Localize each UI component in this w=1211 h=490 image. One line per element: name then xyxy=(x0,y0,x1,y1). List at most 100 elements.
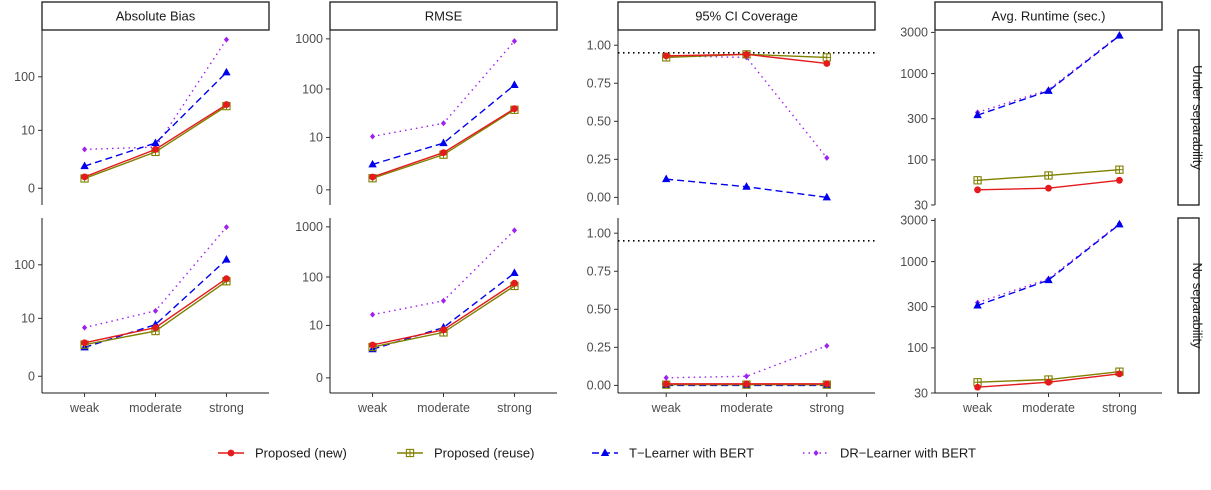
y-tick-label: 1000 xyxy=(900,255,928,269)
facet-strip-row xyxy=(1177,217,1200,394)
y-tick-label: 0.00 xyxy=(587,379,611,393)
series-line xyxy=(666,55,828,159)
data-point xyxy=(369,341,376,349)
facet-strip-column-label: Avg. Runtime (sec.) xyxy=(992,9,1106,24)
data-point xyxy=(369,133,376,140)
legend-key-marker xyxy=(405,448,415,458)
data-point xyxy=(440,149,447,156)
panel: 0.00 0.25 0.50 0.75 1.00 weak moderate strong xyxy=(587,218,875,415)
legend-entry-label: DR−Learner with BERT xyxy=(840,446,976,461)
x-tick-label: strong xyxy=(809,401,844,415)
data-point xyxy=(81,324,88,331)
data-point xyxy=(743,50,750,58)
facet-strip-column xyxy=(934,1,1163,31)
data-point xyxy=(440,326,447,334)
y-tick-label: 10 xyxy=(309,131,323,145)
y-tick-label: 0.75 xyxy=(587,77,611,91)
data-point xyxy=(662,52,670,60)
data-point xyxy=(1116,370,1123,378)
data-point xyxy=(440,120,447,127)
facet-strip-row-label: No separability xyxy=(1190,263,1205,349)
y-tick-label: 0.00 xyxy=(587,191,611,205)
y-tick-label: 3000 xyxy=(900,26,928,40)
data-point xyxy=(974,186,981,194)
data-point xyxy=(222,255,231,263)
x-tick-label: weak xyxy=(651,401,682,415)
data-point xyxy=(439,138,448,147)
data-point xyxy=(973,176,982,185)
legend-entry-label: Proposed (new) xyxy=(255,446,347,461)
data-point xyxy=(81,146,88,153)
series-line xyxy=(372,84,515,166)
series-line xyxy=(84,71,227,167)
data-point xyxy=(152,145,159,153)
y-tick-label: 0 xyxy=(28,370,35,384)
y-tick-label: 1000 xyxy=(295,220,323,234)
data-point xyxy=(823,60,831,67)
facet-strip-column xyxy=(617,1,876,31)
panel: 0 10 100 1000 weak moderate strong xyxy=(295,218,557,415)
series-line xyxy=(977,35,1120,116)
data-point xyxy=(511,227,518,234)
data-point xyxy=(223,101,230,108)
data-point xyxy=(223,224,230,231)
data-point xyxy=(974,383,981,391)
y-tick-label: 0.25 xyxy=(587,153,611,167)
data-point xyxy=(369,311,376,318)
data-point xyxy=(511,279,518,287)
data-point xyxy=(369,173,376,181)
y-tick-label: 300 xyxy=(907,300,928,314)
facet-strip-row-label: Under separability xyxy=(1190,65,1205,170)
y-tick-label: 3000 xyxy=(900,214,928,228)
data-point xyxy=(661,174,671,183)
data-point xyxy=(511,105,518,113)
data-point xyxy=(742,182,751,190)
data-point xyxy=(822,53,831,62)
legend-entry-label: Proposed (reuse) xyxy=(434,446,534,461)
series-line xyxy=(977,223,1120,304)
x-tick-label: strong xyxy=(1102,401,1137,415)
y-tick-label: 1000 xyxy=(900,67,928,81)
data-point xyxy=(151,138,160,147)
data-point xyxy=(973,110,982,119)
data-point xyxy=(1044,275,1053,284)
y-tick-label: 100 xyxy=(907,341,928,355)
data-point xyxy=(824,342,830,349)
data-point xyxy=(81,173,88,181)
data-point xyxy=(1045,378,1052,386)
data-point xyxy=(80,161,89,170)
data-point xyxy=(1115,31,1124,39)
facet-strip-column xyxy=(41,1,270,31)
panel: 30 100 300 1000 3000 weak moderate strong xyxy=(900,214,1162,415)
data-point xyxy=(1115,219,1124,228)
x-tick-label: moderate xyxy=(417,401,470,415)
y-tick-label: 100 xyxy=(907,153,928,167)
data-point xyxy=(743,373,750,380)
data-point xyxy=(824,154,830,161)
legend-key-marker xyxy=(600,448,610,456)
y-tick-label: 0.50 xyxy=(587,303,611,317)
data-point xyxy=(1115,165,1124,174)
y-tick-label: 100 xyxy=(14,258,35,272)
data-point xyxy=(743,380,750,388)
y-tick-label: 0 xyxy=(28,182,35,196)
y-tick-label: 0 xyxy=(316,371,323,385)
y-tick-label: 100 xyxy=(302,270,323,284)
y-tick-label: 0.75 xyxy=(587,265,611,279)
series-line xyxy=(977,223,1120,307)
data-point xyxy=(510,268,519,277)
legend-key-marker xyxy=(227,449,235,457)
y-tick-label: 10 xyxy=(21,312,35,326)
y-tick-label: 1.00 xyxy=(587,227,611,241)
facet-strip-column-label: Absolute Bias xyxy=(116,9,196,24)
x-tick-label: strong xyxy=(209,401,244,415)
y-tick-label: 10 xyxy=(309,319,323,333)
data-point xyxy=(222,67,231,76)
data-point xyxy=(511,38,518,45)
data-point xyxy=(1044,171,1053,180)
x-tick-label: moderate xyxy=(129,401,182,415)
x-tick-label: moderate xyxy=(720,401,773,415)
y-tick-label: 30 xyxy=(914,386,928,400)
data-point xyxy=(822,192,832,201)
